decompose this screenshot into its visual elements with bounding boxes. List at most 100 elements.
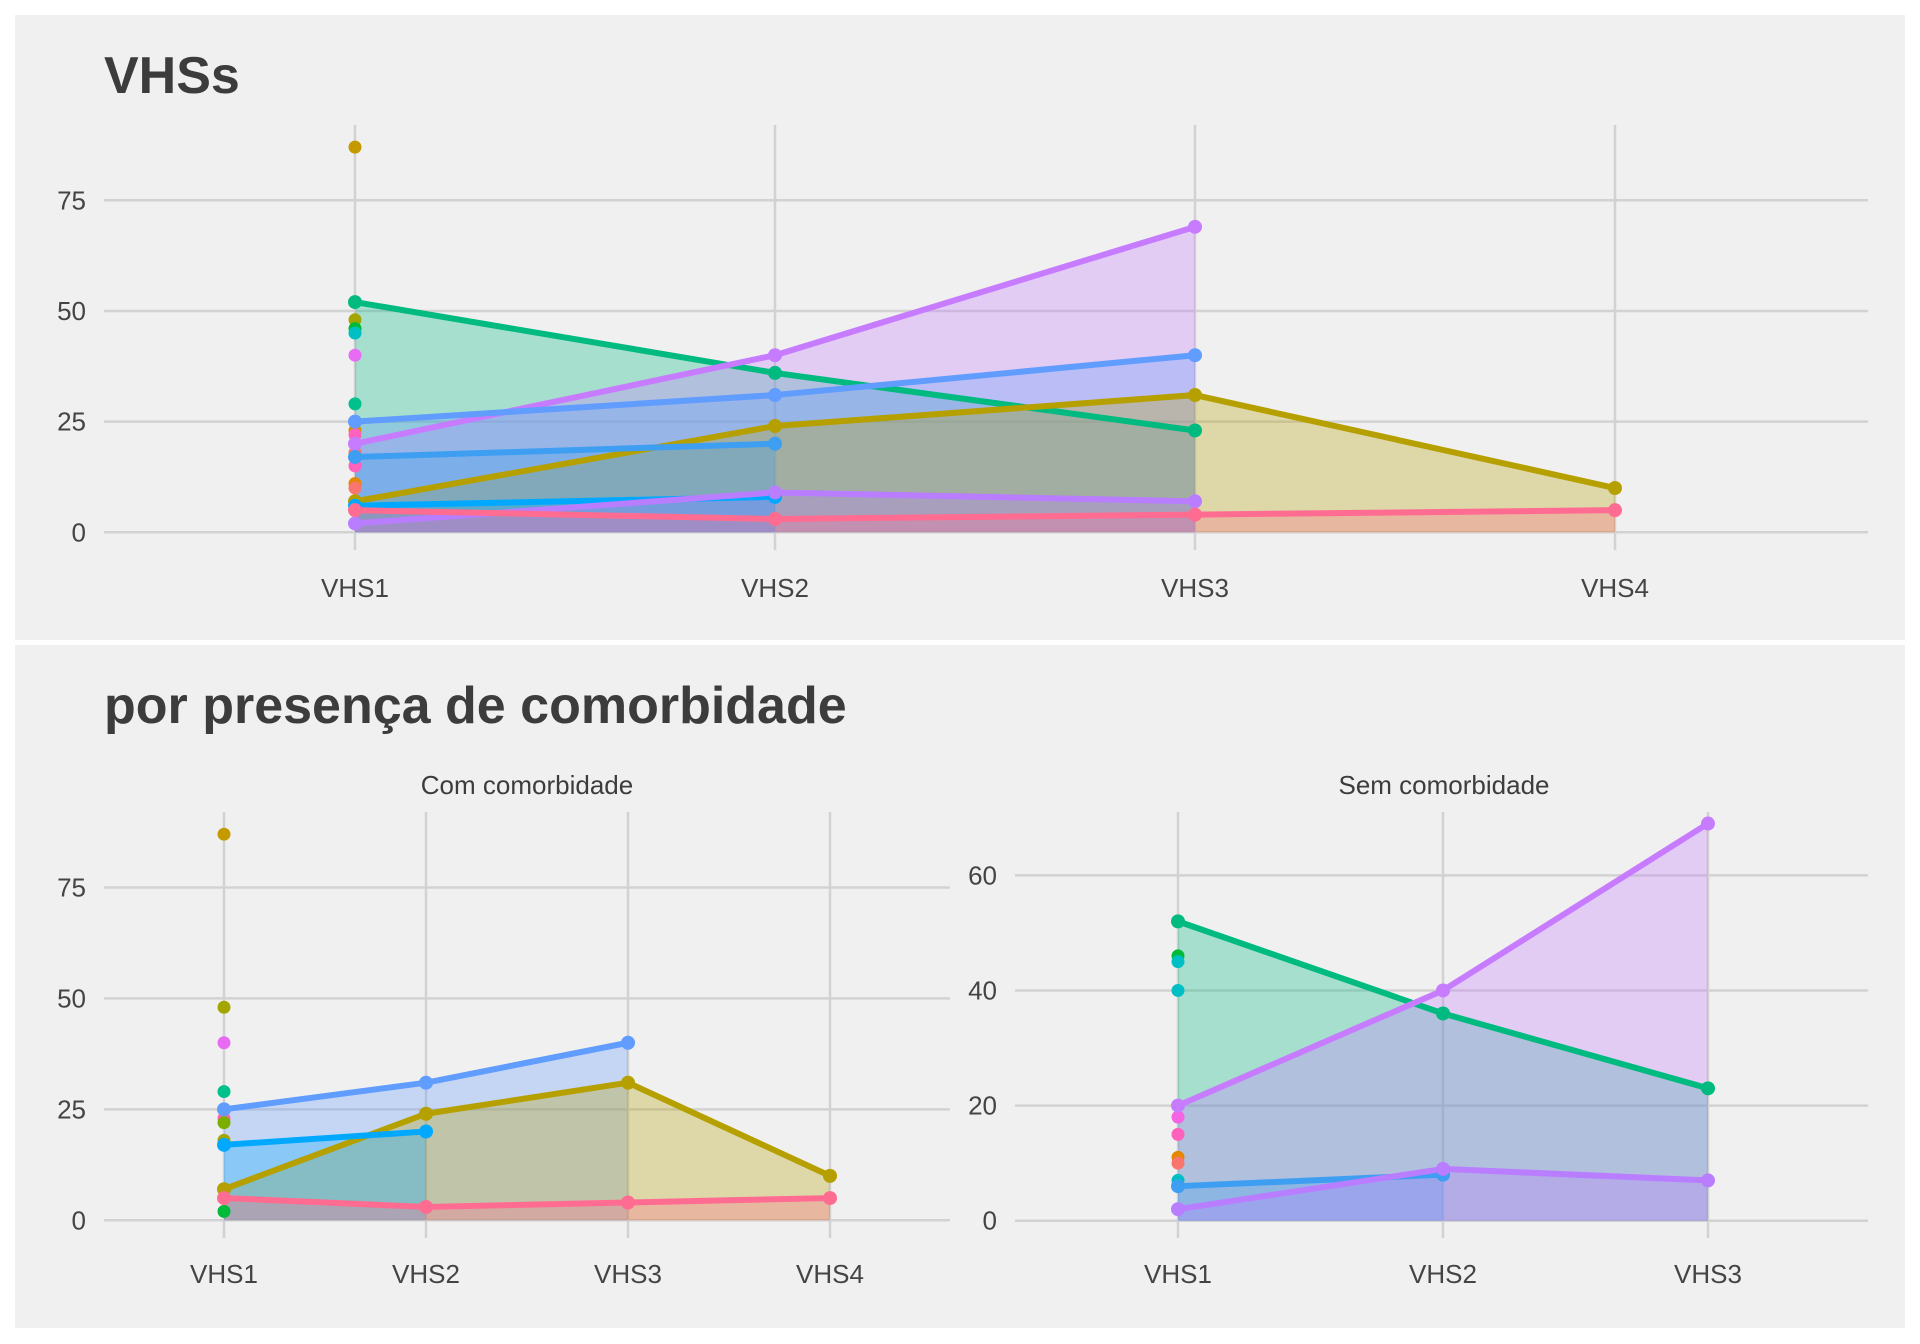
point-c-blue bbox=[419, 1075, 433, 1090]
top-chart-title: VHSs bbox=[104, 47, 240, 105]
point-s-red bbox=[348, 503, 362, 518]
point-c-skyblue bbox=[419, 1124, 433, 1139]
panel-vhss: 0 25 50 75 VHS1 VHS2 VHS3 VHS4 bbox=[57, 125, 1868, 603]
point-c-blue bbox=[217, 1102, 231, 1117]
point-n-green bbox=[1171, 914, 1185, 929]
area-s-green bbox=[355, 302, 1195, 533]
scatter-point bbox=[348, 140, 362, 154]
point-n-violet bbox=[1701, 816, 1715, 831]
scatter-point bbox=[1171, 983, 1185, 997]
point-n-green bbox=[1701, 1081, 1715, 1096]
bottom-panel-background bbox=[15, 645, 1905, 1328]
line-s-olive bbox=[352, 392, 1618, 505]
x-tick-label: VHS1 bbox=[321, 573, 389, 603]
scatter-point bbox=[348, 326, 362, 340]
point-s-lilac bbox=[768, 485, 782, 500]
scatter-point bbox=[1171, 955, 1185, 969]
point-s-olive bbox=[1608, 481, 1622, 496]
scatter-point bbox=[1171, 1110, 1185, 1124]
point-s-skyblue bbox=[768, 436, 782, 451]
facet-label-sem: Sem comorbidade bbox=[1339, 770, 1550, 800]
point-n-violet bbox=[1171, 1098, 1185, 1113]
facet-label-com: Com comorbidade bbox=[421, 770, 633, 800]
scatter-point bbox=[217, 1085, 231, 1099]
y-tick-label: 25 bbox=[57, 1094, 86, 1124]
area-n-green bbox=[1178, 921, 1708, 1221]
line-s-red bbox=[352, 507, 1618, 523]
scatter-point bbox=[217, 1000, 231, 1014]
point-c-olive bbox=[621, 1075, 635, 1090]
line-c-red bbox=[221, 1195, 833, 1210]
scatter-point bbox=[348, 397, 362, 411]
y-tick-label: 20 bbox=[968, 1091, 997, 1121]
y-tick-label: 50 bbox=[57, 983, 86, 1013]
y-tick-label: 60 bbox=[968, 860, 997, 890]
y-tick-label: 40 bbox=[968, 975, 997, 1005]
point-s-lilac bbox=[348, 516, 362, 531]
point-s-lilac bbox=[1188, 494, 1202, 509]
scatter-point bbox=[217, 1116, 231, 1130]
point-s-red bbox=[1608, 503, 1622, 518]
area-n-violet bbox=[1178, 823, 1708, 1221]
y-tick-label: 75 bbox=[57, 185, 86, 215]
point-s-violet bbox=[348, 436, 362, 451]
scatter-point bbox=[1171, 1127, 1185, 1141]
point-s-violet bbox=[768, 348, 782, 363]
x-tick-label: VHS1 bbox=[190, 1259, 258, 1289]
point-n-violet bbox=[1436, 983, 1450, 998]
area-c-olive bbox=[224, 1082, 830, 1221]
y-tick-label: 25 bbox=[57, 407, 86, 437]
line-c-olive bbox=[221, 1079, 833, 1193]
panel-com-comorbidade: 0 25 50 75 VHS1 VHS2 VHS3 VHS4 bbox=[57, 812, 950, 1289]
scatter-point bbox=[217, 1036, 231, 1050]
point-c-olive bbox=[823, 1168, 837, 1183]
x-tick-label: VHS4 bbox=[1581, 573, 1649, 603]
y-tick-label: 75 bbox=[57, 872, 86, 902]
scatter-point bbox=[217, 1204, 231, 1218]
point-n-lilac bbox=[1171, 1202, 1185, 1217]
point-n-lilac bbox=[1701, 1173, 1715, 1188]
area-n-lilac bbox=[1178, 1168, 1708, 1221]
point-s-violet bbox=[1188, 219, 1202, 234]
point-s-red bbox=[768, 512, 782, 527]
point-c-red bbox=[823, 1191, 837, 1206]
point-s-blue bbox=[768, 388, 782, 403]
line-c-skyblue bbox=[221, 1128, 429, 1148]
point-s-olive bbox=[1188, 388, 1202, 403]
scatter-point bbox=[217, 827, 231, 841]
point-c-red bbox=[419, 1199, 433, 1214]
panel-sem-comorbidade: 0 20 40 60 VHS1 VHS2 VHS3 bbox=[968, 812, 1868, 1289]
x-tick-label: VHS1 bbox=[1144, 1259, 1212, 1289]
y-tick-label: 0 bbox=[72, 1205, 86, 1235]
scatter-point bbox=[348, 348, 362, 362]
y-tick-label: 50 bbox=[57, 296, 86, 326]
point-c-skyblue bbox=[217, 1137, 231, 1152]
x-tick-label: VHS3 bbox=[1674, 1259, 1742, 1289]
bottom-chart-title: por presença de comorbidade bbox=[104, 677, 847, 735]
point-c-olive bbox=[419, 1106, 433, 1121]
point-n-cyan bbox=[1171, 1179, 1185, 1194]
y-tick-label: 0 bbox=[72, 517, 86, 547]
point-s-green bbox=[1188, 423, 1202, 438]
top-panel-background bbox=[15, 15, 1905, 640]
point-s-skyblue bbox=[348, 450, 362, 465]
x-tick-label: VHS2 bbox=[392, 1259, 460, 1289]
x-tick-label: VHS3 bbox=[594, 1259, 662, 1289]
point-s-green bbox=[768, 365, 782, 380]
x-tick-label: VHS2 bbox=[1409, 1259, 1477, 1289]
point-s-blue bbox=[1188, 348, 1202, 363]
scatter-point bbox=[1171, 1156, 1185, 1170]
scatter-point bbox=[348, 481, 362, 495]
point-n-green bbox=[1436, 1006, 1450, 1021]
point-c-blue bbox=[621, 1035, 635, 1050]
x-tick-label: VHS2 bbox=[741, 573, 809, 603]
point-c-red bbox=[621, 1195, 635, 1210]
x-tick-label: VHS4 bbox=[796, 1259, 864, 1289]
line-s-skyblue bbox=[352, 440, 778, 461]
point-n-lilac bbox=[1436, 1161, 1450, 1176]
point-s-blue bbox=[348, 414, 362, 429]
point-s-olive bbox=[768, 419, 782, 434]
y-tick-label: 0 bbox=[983, 1206, 997, 1236]
point-s-red bbox=[1188, 507, 1202, 522]
